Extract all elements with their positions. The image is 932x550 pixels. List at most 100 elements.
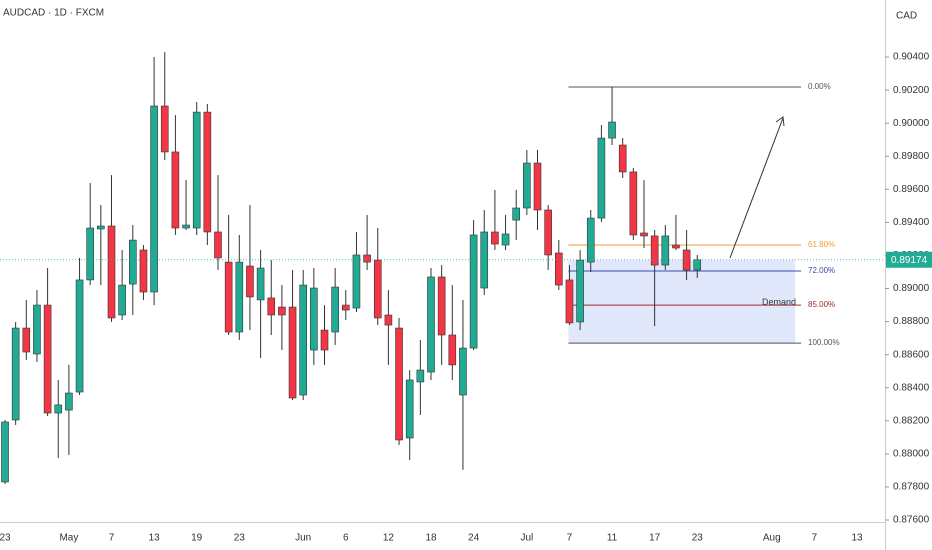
candle-body [150,105,158,293]
y-tick-label: 0.88200 [893,415,930,426]
candle-body [459,347,467,396]
candle-body [75,279,84,393]
candle-body [363,254,371,263]
candle-body [299,284,308,396]
x-tick-label: May [59,533,78,544]
x-tick-label: 13 [149,533,161,544]
candle-body [214,231,222,259]
y-tick-label: 0.90000 [893,118,930,129]
x-tick-label: 12 [383,533,395,544]
candle-body [437,276,446,336]
candle-body [192,111,201,229]
candle-body [640,232,648,237]
candle-body [661,235,670,266]
demand-zone [568,260,796,344]
candle-body [352,254,361,309]
x-tick-label: 17 [649,533,661,544]
candle-body [1,421,9,483]
candle-body [448,334,457,366]
candle-body [544,209,552,256]
candle-body [33,304,41,355]
x-tick-label: 7 [567,533,573,544]
x-tick-label: 13 [851,533,863,544]
fib-label: 61.80% [808,240,835,249]
fib-label: 72.00% [808,266,835,275]
candle-body [650,235,659,266]
candle-body [22,327,31,353]
candle-body [224,261,233,333]
x-tick-label: 23 [234,533,246,544]
x-tick-label: 23 [0,533,11,544]
candle-body [395,327,403,441]
y-tick-label: 0.90200 [893,85,930,96]
candle-body [320,329,329,351]
candle-body [416,369,425,383]
candle-body [203,111,212,233]
candle-body [512,207,521,221]
candle-body [182,224,190,229]
x-tick-label: 11 [607,533,618,544]
candle-body [384,314,393,326]
candle-body [672,244,680,249]
x-tick-label: 24 [468,533,480,544]
candle-body [533,162,542,211]
candle-body [341,304,350,311]
fib-label: 100.00% [808,338,840,347]
candle-body [288,306,297,399]
candle-body [373,259,382,319]
y-tick-label: 0.88400 [893,382,930,393]
candle-body [118,284,126,316]
candle-body [554,252,563,286]
fib-label: 85.00% [808,300,835,309]
x-tick-label: Jul [520,533,533,544]
candle-body [107,225,116,319]
y-tick-label: 0.88800 [893,316,930,327]
x-tick-label: 6 [343,533,349,544]
candle-body [597,137,606,219]
candle-body [54,404,63,414]
fib-label: 0.00% [808,82,831,91]
candle-body [310,287,318,351]
last-price-label: 0.89174 [891,255,928,266]
currency-label: CAD [896,11,917,22]
candle-body [267,297,276,316]
x-tick-label: 7 [109,533,115,544]
candle-body [501,233,510,246]
candle-body [618,144,627,173]
x-tick-label: Jun [295,533,311,544]
candle-layer [1,52,702,484]
candle-body [65,392,73,411]
candle-body [129,239,137,285]
y-tick-label: 0.89600 [893,184,930,195]
y-tick-label: 0.90400 [893,52,930,63]
candle-body [278,306,286,316]
y-tick-label: 0.88600 [893,349,930,360]
candle-body [491,231,499,245]
candle-body [86,227,94,281]
y-tick-label: 0.87600 [893,515,930,526]
candle-body [693,259,702,271]
y-tick-label: 0.87800 [893,482,930,493]
candle-body [171,151,180,229]
candle-body [576,259,584,323]
candle-body [97,225,105,230]
candle-body [586,217,595,263]
x-tick-label: 19 [191,533,203,544]
candle-body [139,249,148,293]
chart-title: AUDCAD · 1D · FXCM [3,8,104,19]
last-price-tag [886,251,932,268]
candle-body [256,267,265,301]
y-tick-label: 0.88000 [893,449,930,460]
candle-body [11,327,20,421]
candle-body [523,162,531,209]
y-tick-label: 0.89000 [893,283,930,294]
candle-body [427,276,435,373]
candle-body [43,304,52,414]
candle-body [160,105,169,153]
projection-arrow [729,117,784,259]
candle-body [629,171,638,236]
x-tick-label: 23 [692,533,704,544]
x-tick-label: 18 [425,533,437,544]
candle-body [331,286,339,333]
